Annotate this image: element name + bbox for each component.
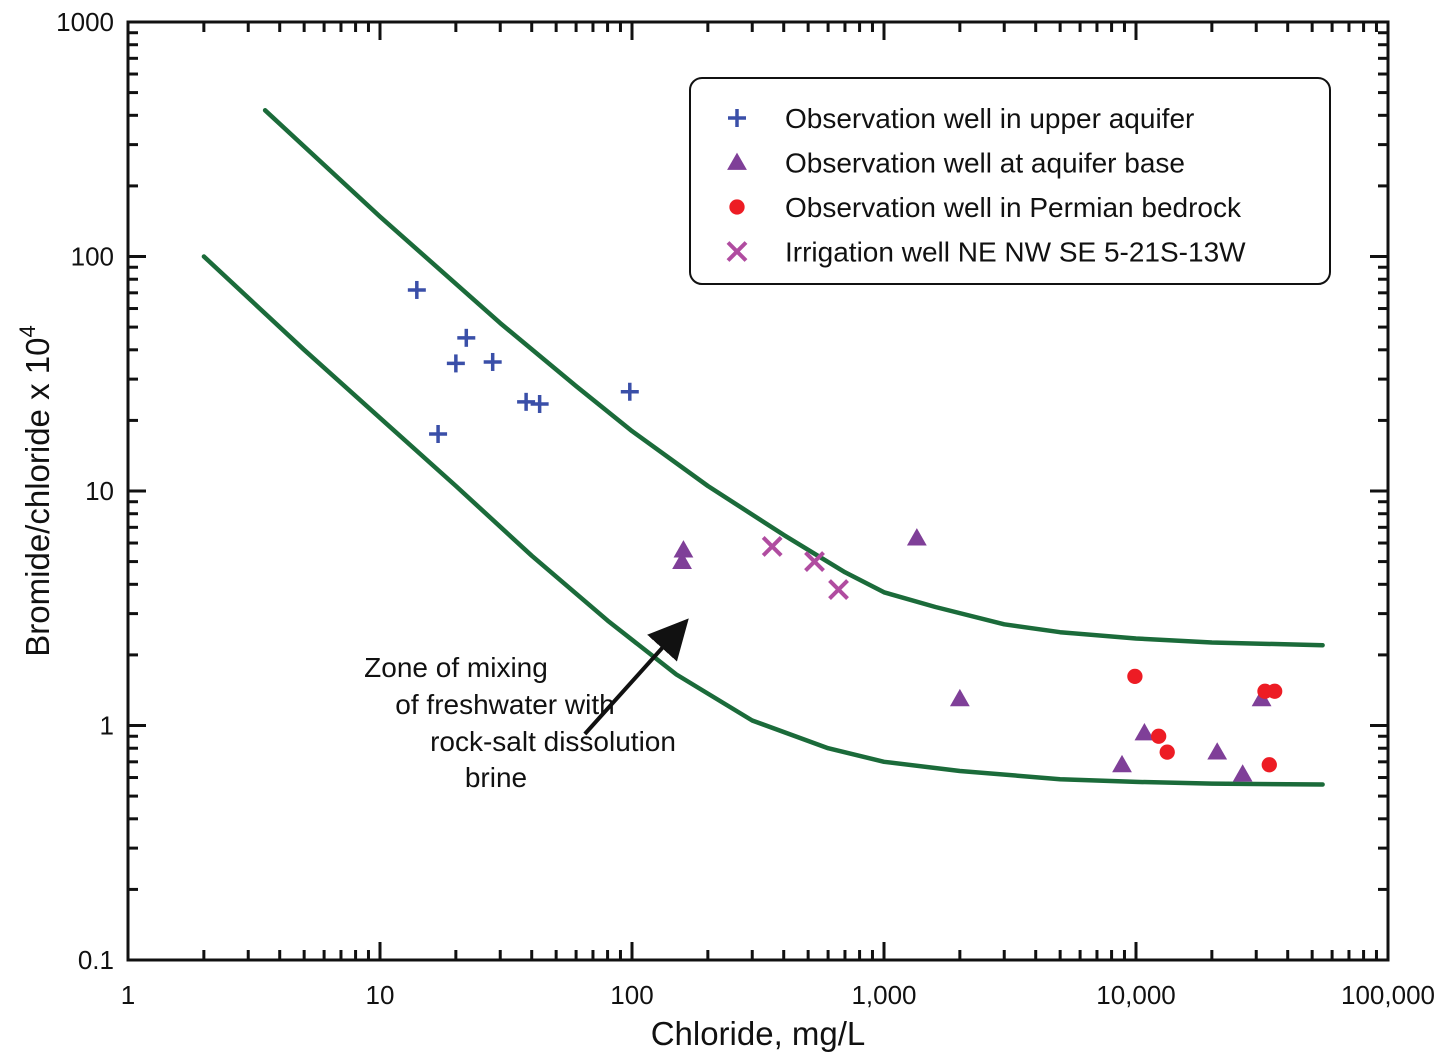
- triangle-shape: [673, 540, 694, 558]
- data-point-plus: [407, 280, 426, 299]
- annotation-line: Zone of mixing: [364, 652, 548, 683]
- legend-marker-x: [726, 241, 748, 262]
- axis-labels: Chloride, mg/L Bromide/chloride x 104: [15, 325, 865, 1052]
- data-point-plus: [457, 328, 476, 347]
- triangle-shape: [1232, 764, 1253, 782]
- annotation-arrow: [583, 618, 689, 736]
- series-plus: [407, 280, 639, 444]
- y-tick-label: 0.1: [78, 945, 114, 975]
- triangle-shape: [949, 688, 970, 707]
- data-point-circle: [1151, 728, 1167, 744]
- legend: Observation well in upper aquifer Observa…: [689, 77, 1331, 285]
- y-axis-label-exponent: 4: [15, 325, 40, 337]
- annotation-line: rock-salt dissolution: [430, 726, 676, 757]
- x-stroke-b: [828, 579, 849, 600]
- circle-shape: [1267, 683, 1283, 699]
- annotation-line: brine: [465, 762, 527, 793]
- legend-marker-circle: [729, 199, 745, 215]
- annotation-line: of freshwater with: [395, 689, 614, 720]
- data-point-triangle: [673, 540, 694, 558]
- x-tick-label: 1,000: [851, 980, 916, 1010]
- triangle-shape: [727, 152, 747, 170]
- data-point-triangle: [1232, 764, 1253, 782]
- data-point-circle: [1127, 668, 1143, 685]
- x-axis-label: Chloride, mg/L: [651, 1015, 866, 1052]
- legend-label: Observation well at aquifer base: [785, 148, 1185, 179]
- x-tick-label: 100: [610, 980, 653, 1010]
- data-point-circle: [1159, 744, 1175, 760]
- data-point-x: [761, 536, 783, 557]
- y-tick-label: 10: [85, 476, 114, 506]
- data-point-triangle: [1207, 742, 1228, 760]
- data-point-triangle: [1112, 754, 1132, 773]
- circle-shape: [729, 199, 745, 215]
- circle-shape: [1261, 757, 1277, 773]
- legend-marker-plus: [728, 109, 746, 127]
- data-point-plus: [620, 382, 639, 401]
- x-tick-label: 100,000: [1341, 980, 1435, 1010]
- x-tick-label: 1: [121, 980, 135, 1010]
- x-stroke-b: [804, 551, 825, 573]
- data-point-plus: [429, 425, 448, 444]
- series-triangle: [672, 528, 1272, 782]
- circle-shape: [1151, 728, 1167, 744]
- triangle-shape: [672, 551, 692, 570]
- triangle-shape: [1207, 742, 1228, 760]
- data-point-plus: [446, 354, 465, 373]
- y-tick-label: 1000: [56, 7, 114, 37]
- data-point-plus: [483, 352, 502, 371]
- x-tick-label: 10: [366, 980, 395, 1010]
- lower-mixing-curve: [201, 254, 1325, 787]
- triangle-shape: [906, 528, 927, 546]
- series-circle: [1127, 668, 1283, 773]
- upper-mixing-curve: [262, 108, 1325, 648]
- circle-shape: [1159, 744, 1175, 760]
- axis-ticks: [126, 22, 1388, 962]
- legend-label: Irrigation well NE NW SE 5-21S-13W: [785, 237, 1246, 268]
- y-tick-label: 1: [100, 711, 114, 741]
- x-stroke-b: [726, 241, 748, 262]
- triangle-shape: [1134, 722, 1155, 741]
- y-tick-label: 100: [71, 242, 114, 272]
- legend-label: Observation well in Permian bedrock: [785, 192, 1242, 223]
- triangle-shape: [1112, 754, 1132, 773]
- data-point-x: [828, 579, 849, 600]
- legend-label: Observation well in upper aquifer: [785, 103, 1194, 134]
- data-points: [407, 280, 1283, 782]
- circle-shape: [1127, 668, 1143, 685]
- mixing-curves: [201, 108, 1325, 787]
- y-axis-label-main: Bromide/chloride x 10: [19, 338, 56, 657]
- data-point-circle: [1261, 757, 1277, 773]
- data-point-circle: [1267, 683, 1283, 699]
- data-point-x: [804, 551, 825, 573]
- data-point-plus: [517, 392, 536, 411]
- x-tick-label: 10,000: [1096, 980, 1176, 1010]
- data-point-triangle: [1134, 722, 1155, 741]
- mixing-zone-annotation: Zone of mixing of freshwater with rock-sal…: [364, 618, 689, 793]
- data-point-plus: [530, 394, 549, 413]
- series-x: [761, 536, 849, 600]
- legend-box: [689, 77, 1331, 285]
- data-point-triangle: [672, 551, 692, 570]
- y-axis-label: Bromide/chloride x 104: [15, 325, 56, 656]
- x-stroke-b: [761, 536, 783, 557]
- data-point-triangle: [906, 528, 927, 546]
- legend-marker-triangle: [727, 152, 747, 170]
- data-point-triangle: [949, 688, 970, 707]
